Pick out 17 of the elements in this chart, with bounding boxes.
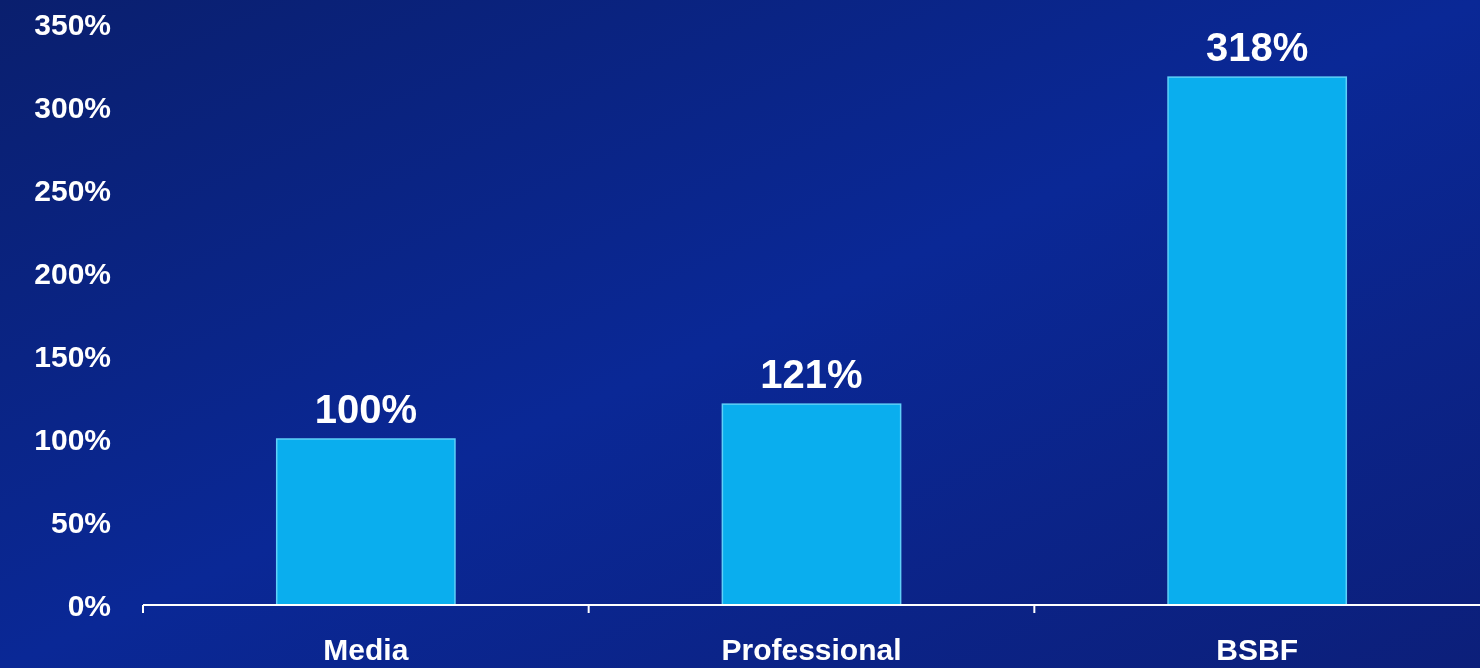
data-label: 121% (760, 352, 863, 397)
x-tick-label: Professional (721, 633, 902, 666)
y-tick-label: 50% (50, 505, 111, 539)
bar (1167, 76, 1348, 606)
y-tick-label: 0% (67, 588, 111, 622)
y-tick-label: 200% (34, 256, 111, 290)
x-tick-label: BSBF (1216, 633, 1298, 666)
bar (721, 403, 902, 606)
data-label: 100% (314, 387, 417, 431)
data-label: 318% (1206, 25, 1309, 70)
y-tick-label: 100% (34, 422, 111, 456)
bar (275, 438, 456, 606)
y-tick-label: 350% (34, 7, 111, 41)
y-tick-label: 150% (34, 339, 111, 373)
y-tick-label: 250% (34, 173, 111, 207)
x-tick-label: Media (323, 633, 409, 666)
y-tick-label: 300% (34, 90, 111, 124)
